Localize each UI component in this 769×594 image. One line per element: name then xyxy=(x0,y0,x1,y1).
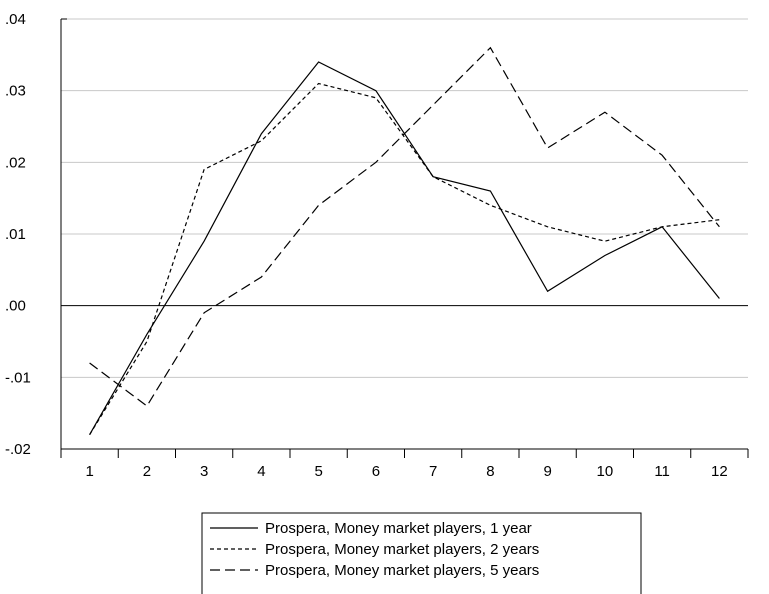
y-tick-label: .03 xyxy=(5,83,26,100)
x-tick-label: 10 xyxy=(597,463,614,480)
y-tick-label: .00 xyxy=(5,298,26,315)
series-line-1 xyxy=(89,61,720,435)
series-line-3 xyxy=(89,46,720,407)
x-tick-label: 4 xyxy=(257,463,265,480)
y-tick-label: .01 xyxy=(5,226,26,243)
x-tick-label: 3 xyxy=(200,463,208,480)
legend: Prospera, Money market players, 1 year Pr… xyxy=(201,512,642,594)
legend-label-2: Prospera, Money market players, 2 years xyxy=(265,541,539,558)
x-tick-label: 11 xyxy=(654,463,670,480)
series-layer xyxy=(89,46,720,436)
x-tick-label: 8 xyxy=(486,463,494,480)
y-tick-label: -.01 xyxy=(5,369,31,386)
legend-label-1: Prospera, Money market players, 1 year xyxy=(265,520,532,537)
series-line-2 xyxy=(89,82,720,436)
x-tick-label: 9 xyxy=(543,463,551,480)
grid-layer xyxy=(61,18,748,378)
x-tick-label: 2 xyxy=(143,463,151,480)
legend-label-3: Prospera, Money market players, 5 years xyxy=(265,562,539,579)
y-tick-label: .02 xyxy=(5,154,26,171)
y-tick-label: -.02 xyxy=(5,441,31,458)
x-tick-label: 12 xyxy=(711,463,728,480)
axis-layer: -.02-.01.00.01.02.03.041 2 3 4 5 6 7 8 9 10 11 12 xyxy=(5,11,749,480)
x-tick-label: 6 xyxy=(372,463,380,480)
x-tick-label: 5 xyxy=(314,463,322,480)
x-tick-label: 1 xyxy=(85,463,93,480)
y-tick-label: .04 xyxy=(5,11,26,28)
x-tick-label: 7 xyxy=(429,463,437,480)
legend-box xyxy=(201,512,642,594)
